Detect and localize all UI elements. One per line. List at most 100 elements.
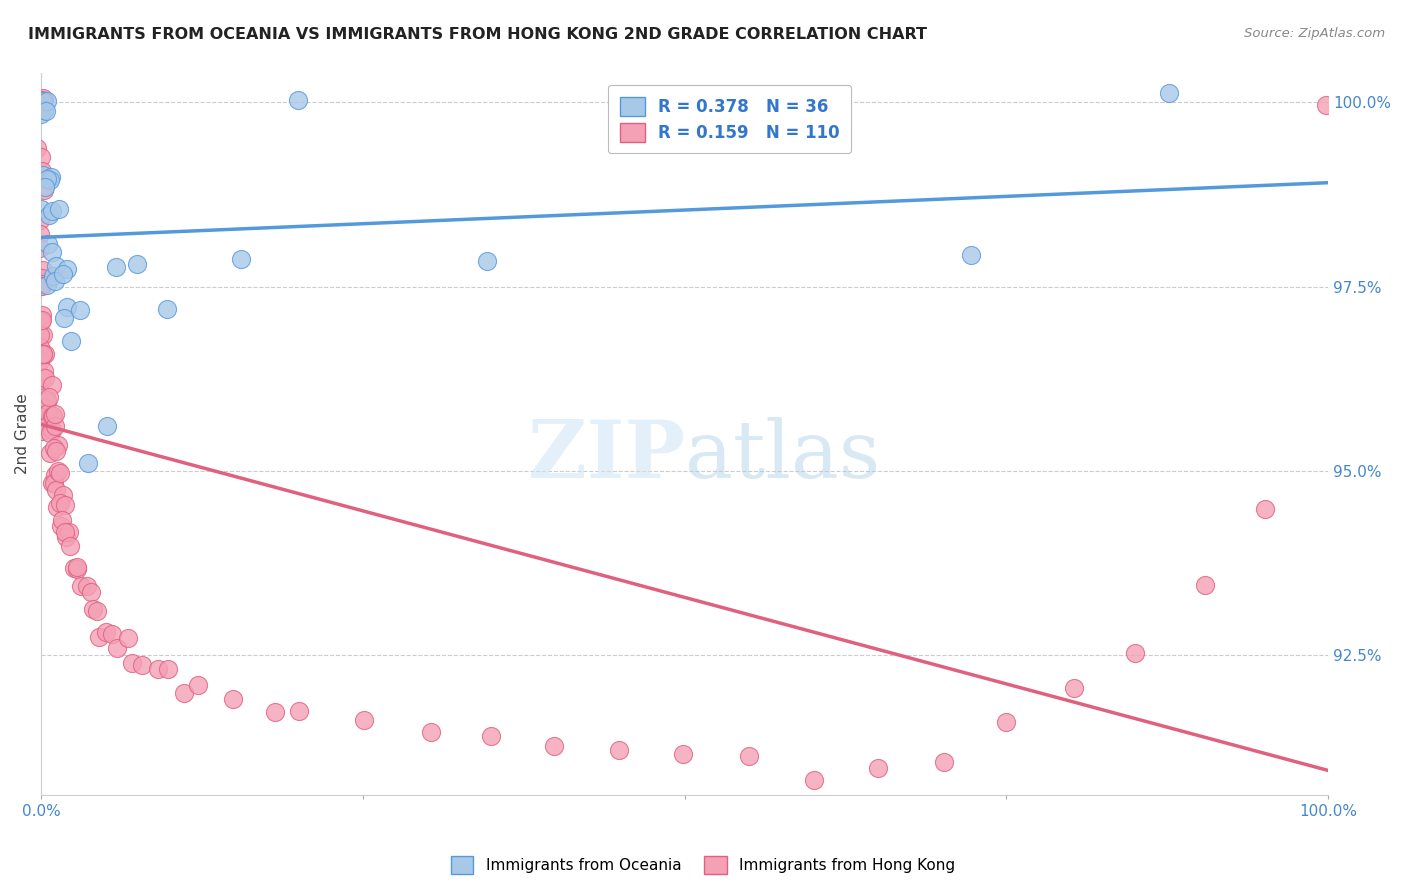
- Point: [52, 267, 75, 281]
- Point: [55, 530, 77, 544]
- Point: [37, 236, 59, 251]
- Point: [34, 390, 56, 404]
- Point: [34, 179, 56, 194]
- Point: [46, 465, 69, 479]
- Point: [56, 262, 79, 277]
- Point: [41, 203, 63, 218]
- Point: [221, 692, 243, 706]
- Point: [35, 171, 58, 186]
- Point: [803, 773, 825, 788]
- Point: [44, 441, 66, 455]
- Point: [45, 483, 67, 497]
- Point: [41, 377, 63, 392]
- Point: [44, 467, 66, 482]
- Point: [42, 475, 65, 490]
- Point: [607, 743, 630, 757]
- Point: [173, 686, 195, 700]
- Point: [30, 100, 52, 114]
- Point: [48, 202, 70, 217]
- Point: [41, 423, 63, 437]
- Point: [44, 419, 66, 434]
- Point: [32, 93, 55, 107]
- Point: [49, 466, 72, 480]
- Point: [30, 95, 52, 110]
- Point: [69, 302, 91, 317]
- Point: [960, 248, 983, 262]
- Point: [1254, 502, 1277, 516]
- Point: [28, 340, 51, 354]
- Point: [66, 562, 89, 576]
- Point: [353, 713, 375, 727]
- Point: [672, 747, 695, 762]
- Point: [868, 761, 890, 775]
- Point: [131, 657, 153, 672]
- Text: atlas: atlas: [685, 417, 880, 495]
- Point: [86, 604, 108, 618]
- Point: [31, 369, 53, 384]
- Point: [59, 539, 82, 553]
- Point: [543, 739, 565, 753]
- Point: [932, 756, 955, 770]
- Point: [70, 578, 93, 592]
- Point: [30, 93, 52, 107]
- Point: [187, 678, 209, 692]
- Point: [46, 438, 69, 452]
- Point: [30, 354, 52, 368]
- Point: [1063, 681, 1085, 696]
- Point: [31, 168, 53, 182]
- Legend: Immigrants from Oceania, Immigrants from Hong Kong: Immigrants from Oceania, Immigrants from…: [444, 850, 962, 880]
- Point: [41, 268, 63, 283]
- Point: [121, 657, 143, 671]
- Point: [77, 456, 100, 470]
- Point: [31, 164, 53, 178]
- Point: [41, 475, 63, 490]
- Point: [31, 347, 53, 361]
- Point: [37, 392, 59, 407]
- Point: [30, 314, 52, 328]
- Point: [31, 91, 53, 105]
- Point: [31, 202, 53, 216]
- Point: [27, 141, 49, 155]
- Point: [42, 409, 65, 424]
- Point: [44, 407, 66, 421]
- Point: [31, 346, 53, 360]
- Point: [62, 561, 84, 575]
- Text: ZIP: ZIP: [527, 417, 685, 495]
- Point: [46, 500, 69, 515]
- Point: [32, 103, 55, 118]
- Point: [52, 310, 75, 325]
- Text: Source: ZipAtlas.com: Source: ZipAtlas.com: [1244, 27, 1385, 40]
- Point: [156, 302, 179, 317]
- Point: [27, 395, 49, 409]
- Point: [35, 418, 58, 433]
- Point: [38, 173, 60, 187]
- Point: [738, 749, 761, 764]
- Point: [28, 227, 51, 241]
- Point: [38, 425, 60, 440]
- Point: [32, 327, 55, 342]
- Point: [1157, 87, 1180, 101]
- Legend: R = 0.378   N = 36, R = 0.159   N = 110: R = 0.378 N = 36, R = 0.159 N = 110: [607, 85, 851, 153]
- Point: [31, 262, 53, 277]
- Point: [49, 496, 72, 510]
- Point: [94, 624, 117, 639]
- Point: [30, 102, 52, 116]
- Point: [31, 279, 53, 293]
- Point: [479, 729, 502, 743]
- Point: [34, 347, 56, 361]
- Point: [30, 150, 52, 164]
- Point: [49, 519, 72, 533]
- Point: [31, 312, 53, 326]
- Point: [45, 444, 67, 458]
- Point: [76, 579, 98, 593]
- Point: [28, 327, 51, 342]
- Point: [288, 704, 311, 718]
- Point: [30, 107, 52, 121]
- Point: [37, 394, 59, 409]
- Point: [35, 401, 58, 415]
- Point: [32, 183, 55, 197]
- Point: [105, 640, 128, 655]
- Point: [60, 334, 83, 348]
- Point: [32, 348, 55, 362]
- Point: [263, 706, 285, 720]
